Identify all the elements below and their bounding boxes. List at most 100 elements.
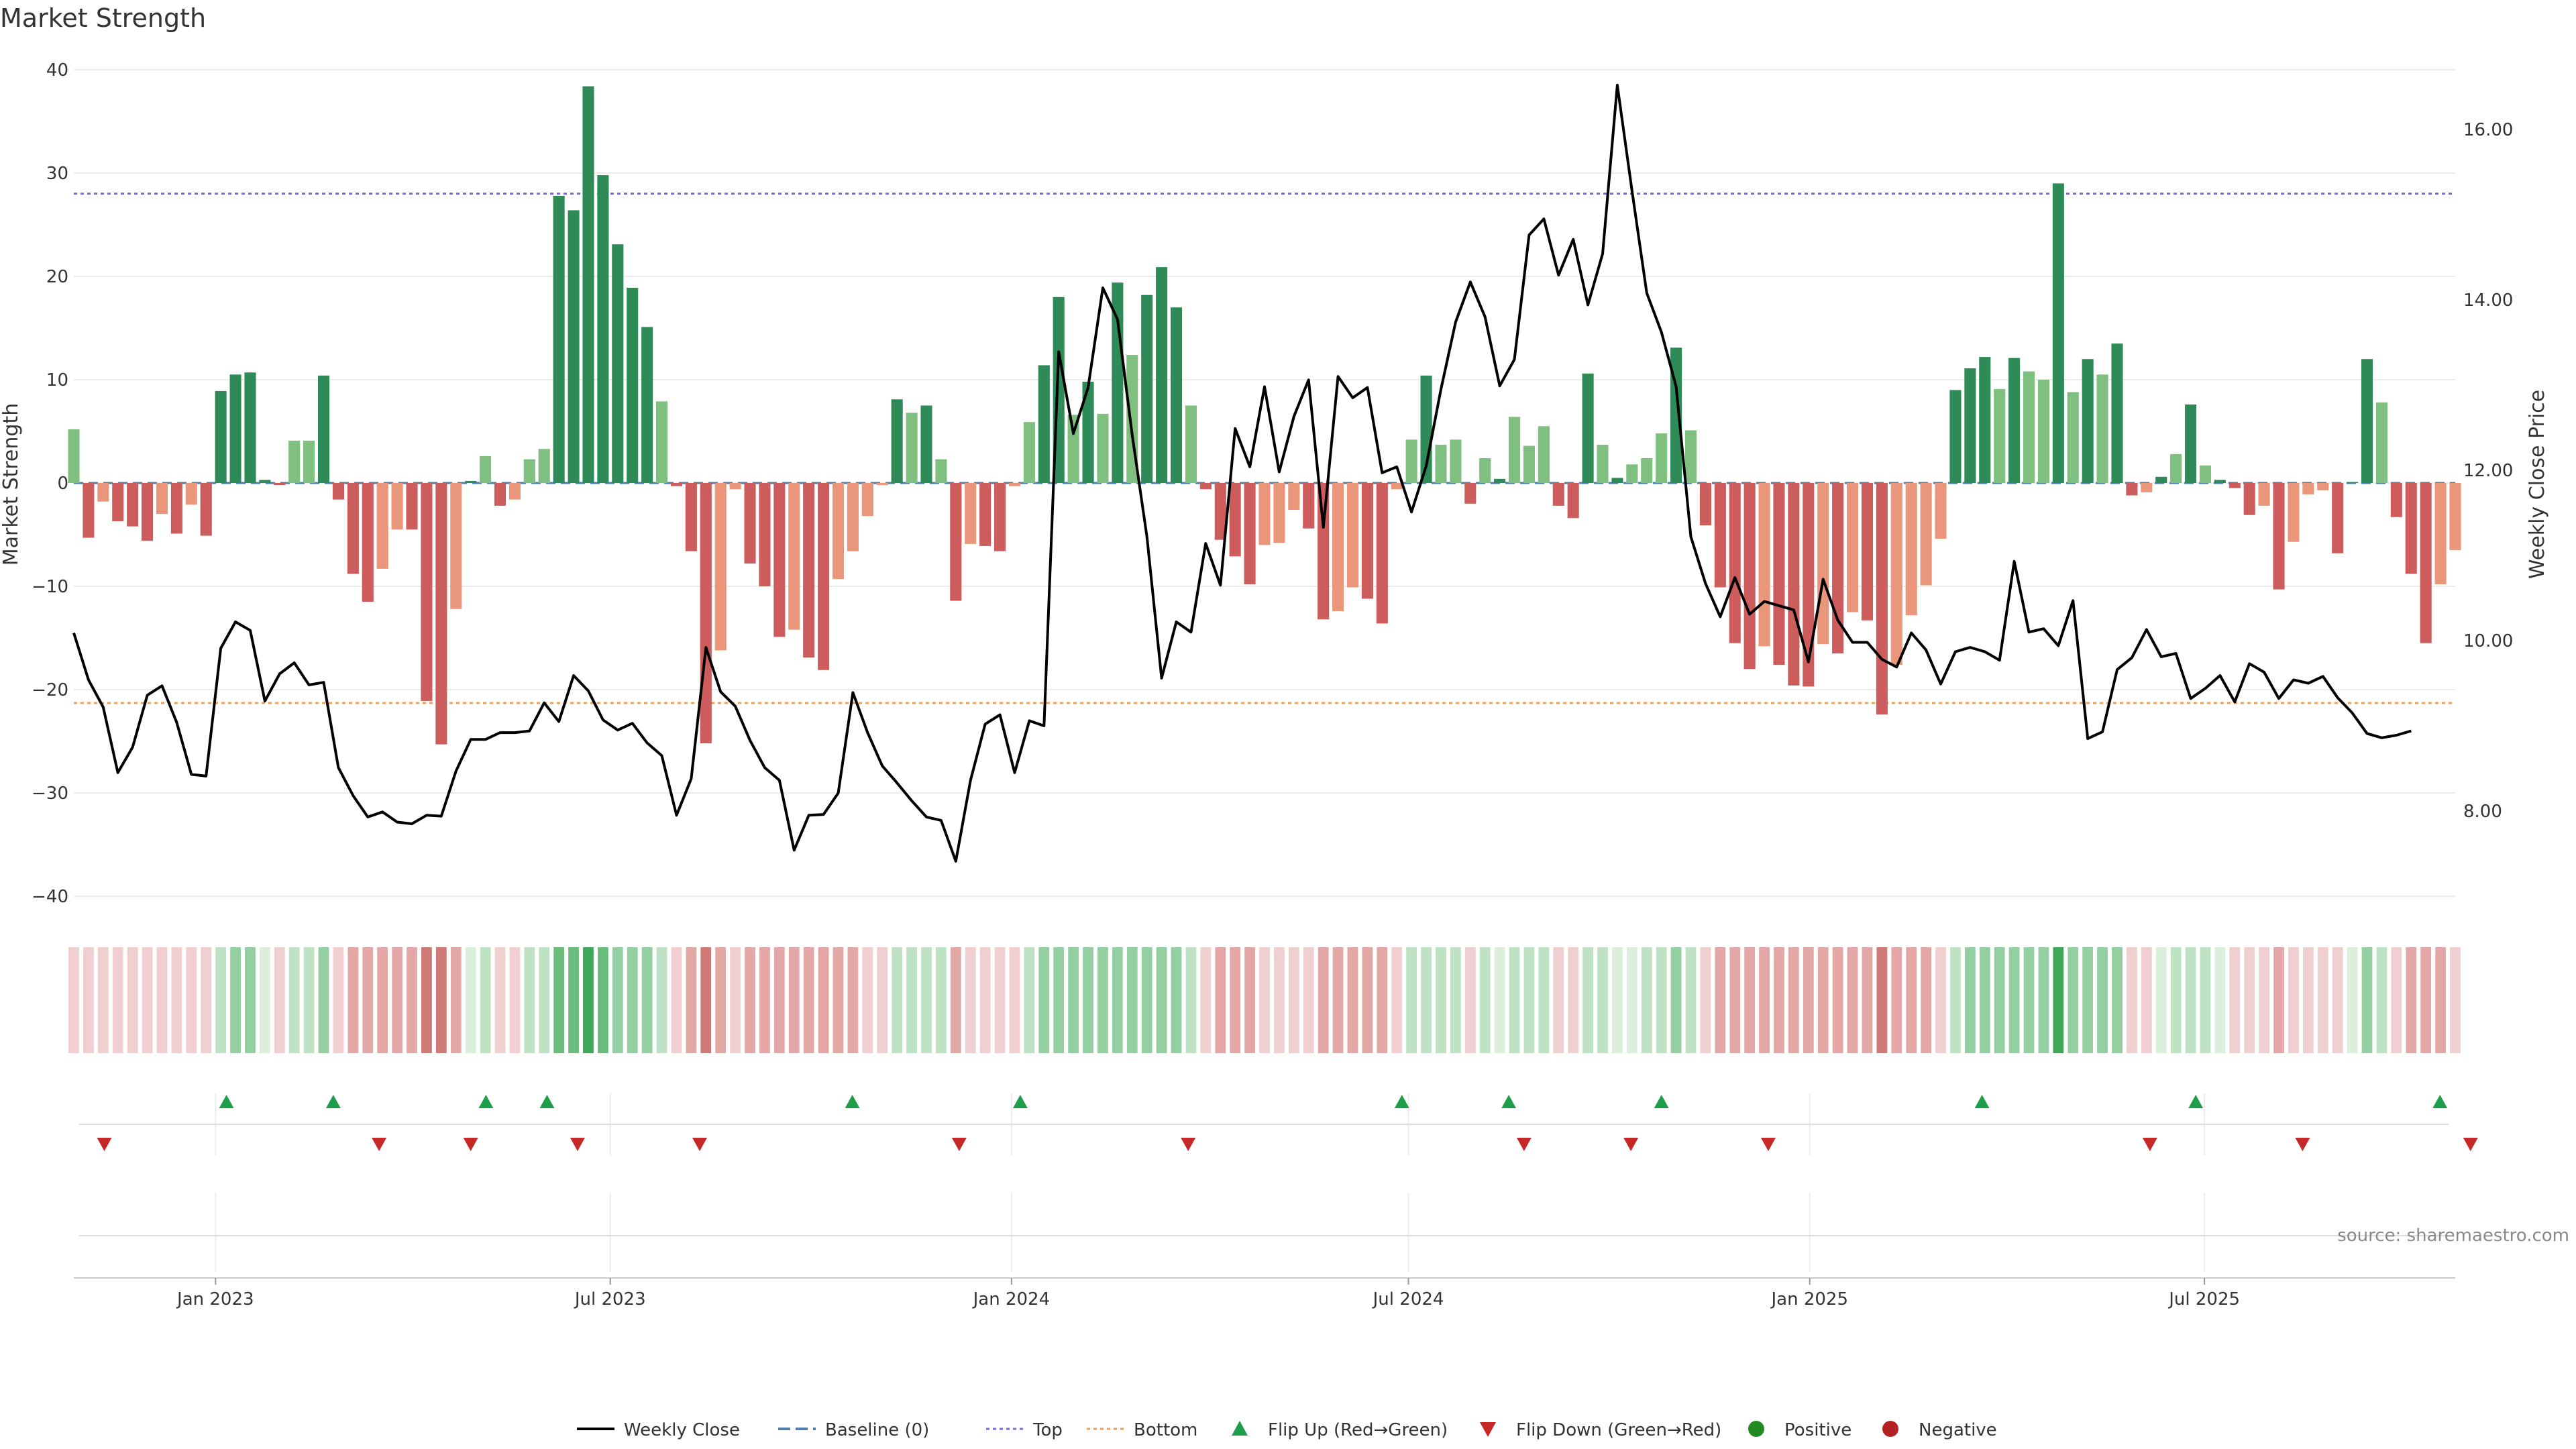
regime-cell xyxy=(2127,947,2137,1053)
flip-up-marker xyxy=(219,1095,234,1108)
regime-cell xyxy=(686,947,697,1053)
strength-bar xyxy=(1008,483,1021,486)
regime-cell xyxy=(127,947,138,1053)
regime-cell xyxy=(1876,947,1888,1053)
strength-bar xyxy=(376,483,388,569)
strength-bar xyxy=(1905,483,1917,616)
regime-cell xyxy=(1685,947,1697,1053)
regime-cell xyxy=(2185,947,2196,1053)
strength-bar xyxy=(1332,483,1344,611)
legend-item-flip-up: Flip Up (Red→Green) xyxy=(1232,1420,1448,1440)
strength-bar xyxy=(2434,483,2447,584)
strength-bar xyxy=(1229,483,1241,557)
strength-bar xyxy=(1038,365,1050,483)
strength-bar xyxy=(1964,368,1976,483)
strength-bar xyxy=(612,244,624,483)
strength-bar xyxy=(1861,483,1874,621)
strength-bar xyxy=(2185,404,2197,483)
strength-bar xyxy=(891,399,903,483)
regime-cell xyxy=(494,947,506,1053)
regime-cell xyxy=(641,947,653,1053)
strength-bar xyxy=(1758,483,1770,647)
regime-cell xyxy=(259,947,270,1053)
regime-cell xyxy=(1406,947,1417,1053)
legend-label: Baseline (0) xyxy=(825,1420,929,1440)
regime-cell xyxy=(68,947,79,1053)
regime-cell xyxy=(700,947,712,1053)
strength-bar xyxy=(582,86,594,483)
regime-cell xyxy=(1436,947,1446,1053)
regime-cell xyxy=(318,947,329,1053)
flip-down-marker xyxy=(2463,1138,2478,1151)
y-tick-left: −10 xyxy=(32,577,68,597)
y-tick-right: 8.00 xyxy=(2463,802,2502,822)
strength-bar xyxy=(685,483,697,551)
flip-down-marker xyxy=(2142,1138,2157,1151)
x-tick-label: Jul 2025 xyxy=(2167,1289,2240,1309)
regime-cell xyxy=(2376,947,2387,1053)
strength-bar xyxy=(1464,483,1477,504)
regime-cell xyxy=(759,947,770,1053)
strength-bar xyxy=(744,483,756,564)
strength-bar xyxy=(317,375,330,483)
strength-bar xyxy=(1567,483,1579,519)
regime-cell xyxy=(303,947,315,1053)
regime-cell xyxy=(1700,947,1711,1053)
strength-bar xyxy=(700,483,712,744)
regime-cell xyxy=(936,947,947,1053)
flip-down-marker xyxy=(463,1138,478,1151)
regime-cell xyxy=(524,947,535,1053)
regime-cell xyxy=(1979,947,1990,1053)
regime-strip xyxy=(68,947,2461,1053)
regime-cell xyxy=(1935,947,1946,1053)
strength-bar xyxy=(1199,483,1212,490)
flip-up-marker xyxy=(1394,1095,1409,1108)
strength-bar xyxy=(1597,445,1609,483)
strength-bar xyxy=(2361,359,2373,483)
strength-bar xyxy=(920,405,932,483)
legend-label: Top xyxy=(1032,1420,1063,1440)
regime-cell xyxy=(598,947,608,1053)
y-axis-left-label: Market Strength xyxy=(0,403,23,566)
strength-bar xyxy=(2243,483,2255,515)
y-tick-left: 20 xyxy=(46,267,68,287)
regime-cell xyxy=(2097,947,2108,1053)
legend: Weekly Close Baseline (0) Top Bottom Flip Up… xyxy=(577,1420,1997,1440)
regime-cell xyxy=(509,947,521,1053)
flip-up-marker xyxy=(1654,1095,1669,1108)
flip-down-marker xyxy=(951,1138,967,1151)
regime-cell xyxy=(142,947,153,1053)
strength-bar xyxy=(2067,392,2079,483)
regime-cell xyxy=(1494,947,1505,1053)
x-tick-label: Jul 2023 xyxy=(574,1289,646,1309)
regime-cell xyxy=(1921,947,1931,1053)
strength-bar xyxy=(1729,483,1741,643)
flip-down-marker xyxy=(570,1138,585,1151)
regime-cell xyxy=(1450,947,1461,1053)
strength-bar xyxy=(2375,402,2387,483)
strength-bar xyxy=(274,483,286,486)
regime-cell xyxy=(671,947,682,1053)
strength-bar xyxy=(2008,358,2021,483)
regime-cell xyxy=(2068,947,2079,1053)
strength-bar xyxy=(759,483,771,586)
strength-bar xyxy=(1523,445,1535,483)
strength-bar xyxy=(185,483,197,505)
strength-bar xyxy=(2199,465,2212,483)
legend-item-positive: Positive xyxy=(1748,1420,1851,1440)
y-tick-left: −30 xyxy=(32,784,68,804)
regime-cell xyxy=(112,947,123,1053)
regime-cell xyxy=(186,947,197,1053)
regime-cell xyxy=(2347,947,2358,1053)
regime-cell xyxy=(1421,947,1432,1053)
regime-cell xyxy=(347,947,359,1053)
regime-cell xyxy=(1097,947,1108,1053)
regime-cell xyxy=(1891,947,1902,1053)
strength-bar xyxy=(450,483,462,609)
strength-bar xyxy=(1743,483,1756,669)
strength-bar xyxy=(332,483,344,500)
strength-bar xyxy=(2302,483,2314,494)
x-tick-label: Jan 2023 xyxy=(176,1289,254,1309)
flip-down-marker xyxy=(372,1138,387,1151)
regime-cell xyxy=(1774,947,1784,1053)
